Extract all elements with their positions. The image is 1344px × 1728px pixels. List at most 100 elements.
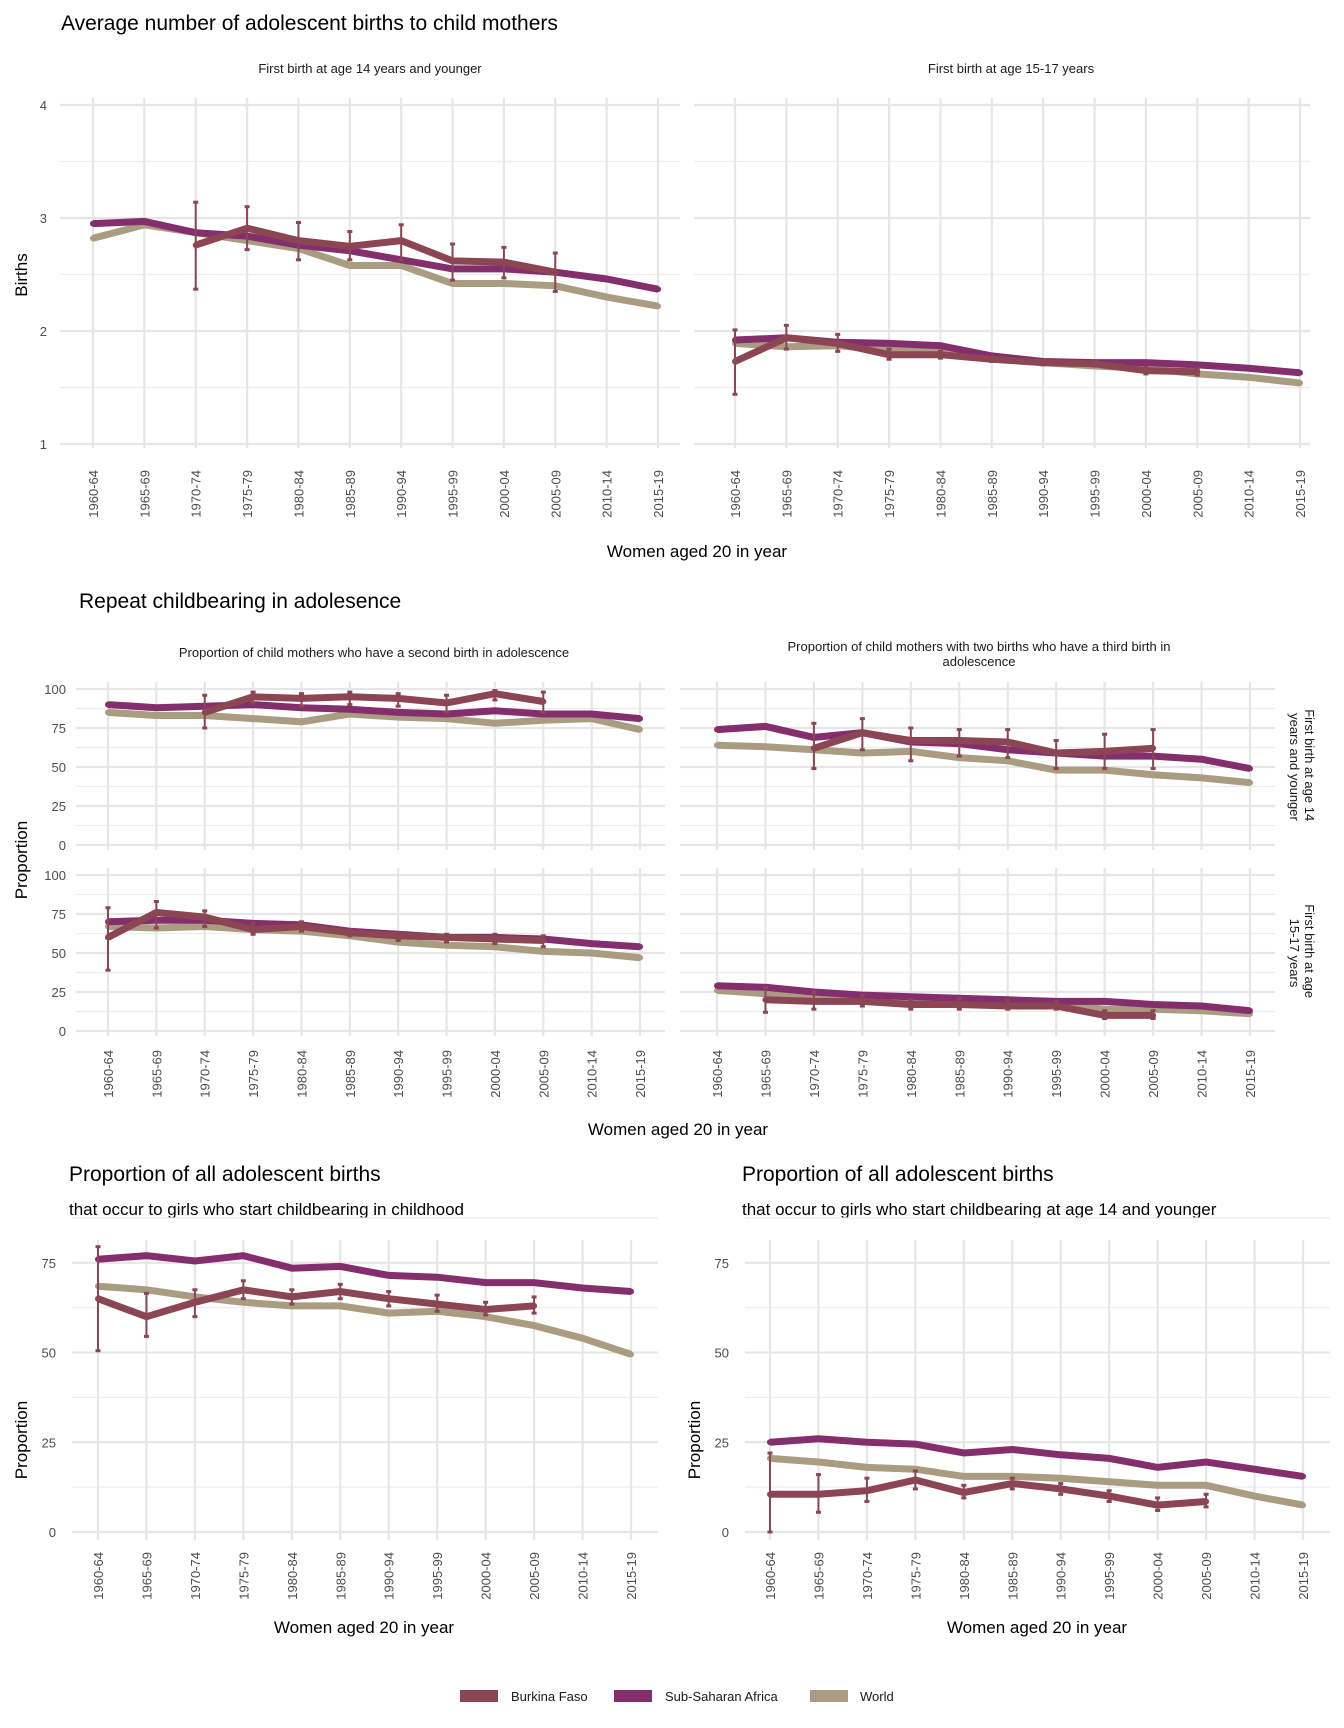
data-point [1297, 379, 1303, 386]
data-point [105, 701, 111, 708]
data-point [1198, 774, 1205, 781]
series-burkina-faso [201, 689, 547, 730]
data-point [244, 225, 251, 232]
x-tick-label: 1995-99 [446, 470, 461, 518]
data-point [937, 342, 944, 349]
panel-second-14: Proportion of child mothers who have a s… [44, 645, 665, 853]
series-burkina-faso [762, 985, 1157, 1021]
data-point [1142, 367, 1149, 374]
data-point [1106, 1455, 1113, 1462]
data-point [859, 998, 866, 1005]
data-point [637, 943, 643, 950]
x-tick-label: 1970-74 [831, 470, 846, 518]
prop-14-ylabel: Proportion [685, 1401, 704, 1479]
x-tick-label: 2005-09 [536, 1050, 551, 1098]
series-sub-saharan-africa [95, 1252, 634, 1295]
series-sub-saharan-africa [90, 217, 661, 293]
x-tick-label: 2010-14 [600, 470, 615, 518]
row-strip-14-line1: First birth at age 14 [1302, 709, 1317, 821]
data-point [500, 280, 507, 287]
series-world [90, 221, 661, 310]
data-point [385, 1272, 392, 1279]
data-point [250, 715, 257, 722]
legend-label-world: World [860, 1689, 894, 1704]
y-tick-label: 4 [40, 98, 47, 113]
data-point [815, 1459, 822, 1466]
data-point [637, 954, 643, 961]
x-tick-label: 2010-14 [585, 1050, 600, 1098]
x-tick-label: 1980-84 [904, 1050, 919, 1098]
data-point [1198, 756, 1205, 763]
y-tick-label: 25 [52, 799, 66, 814]
data-point [1106, 1478, 1113, 1485]
data-point [907, 993, 914, 1000]
data-point [1198, 1003, 1205, 1010]
legend-key-sub-saharan-africa [614, 1690, 652, 1702]
strip-title: First birth at age 15-17 years [928, 61, 1095, 76]
data-point [1091, 360, 1098, 367]
y-tick-label: 75 [52, 721, 66, 736]
y-tick-label: 25 [42, 1435, 56, 1450]
data-point [346, 693, 353, 700]
data-point [859, 749, 866, 756]
x-tick-label: 2015-19 [633, 1050, 648, 1098]
data-point [531, 1279, 538, 1286]
data-point [105, 934, 111, 941]
data-point [346, 929, 353, 936]
data-point [153, 704, 160, 711]
repeat-title: Repeat childbearing in adolesence [79, 590, 401, 613]
x-tick-label: 1975-79 [240, 470, 255, 518]
strip-title-line: adolescence [943, 654, 1016, 669]
series-line-burkina-faso [194, 224, 556, 276]
panel-births-14: First birth at age 14 years and younger 1… [40, 61, 680, 518]
data-point [579, 1335, 586, 1342]
y-tick-label: 3 [40, 211, 47, 226]
data-point [1053, 749, 1060, 756]
data-point [540, 937, 547, 944]
prop-childhood-subtitle: that occur to girls who start childbeari… [69, 1200, 464, 1219]
data-point [1154, 1464, 1161, 1471]
data-point [531, 1322, 538, 1329]
data-point [385, 1295, 392, 1302]
x-tick-label: 2010-14 [1195, 1050, 1210, 1098]
data-point [1154, 1482, 1161, 1489]
x-tick-label: 1995-99 [1102, 1552, 1117, 1600]
x-tick-label: 1985-89 [333, 1552, 348, 1600]
x-tick-label: 2000-04 [488, 1050, 503, 1098]
data-point [655, 286, 661, 293]
x-tick-label: 1970-74 [188, 1552, 203, 1600]
legend-key-world [810, 1690, 848, 1702]
series-line-burkina-faso [203, 690, 544, 716]
data-point [1106, 1493, 1113, 1500]
data-point [1247, 1007, 1253, 1014]
data-point [767, 1491, 773, 1498]
series-burkina-faso [732, 323, 1201, 396]
series-line-sub-saharan-africa [107, 701, 641, 723]
x-tick-label: 1995-99 [1088, 470, 1103, 518]
legend-label-burkina-faso: Burkina Faso [511, 1689, 588, 1704]
data-point [395, 932, 402, 939]
data-point [1101, 1012, 1108, 1019]
series-line-burkina-faso [770, 1476, 1207, 1509]
x-tick-label: 2005-09 [1199, 1552, 1214, 1600]
data-point [588, 950, 595, 956]
data-point [1057, 1485, 1064, 1492]
data-point [1101, 748, 1108, 755]
y-tick-label: 2 [40, 324, 47, 339]
data-point [298, 923, 305, 930]
series-sub-saharan-africa [767, 1435, 1306, 1480]
data-point [1009, 1446, 1016, 1453]
x-tick-label: 2000-04 [1098, 1050, 1113, 1098]
data-point [191, 1258, 198, 1265]
series-line-world [107, 708, 641, 734]
data-point [1194, 368, 1201, 375]
panel-prop-childhood: 0 25 50 75 1960-64 1965-69 1970-74 1975-79 1980-… [42, 1217, 658, 1600]
data-point [1247, 765, 1253, 772]
data-point [395, 709, 402, 716]
data-point [1203, 1459, 1210, 1466]
data-point [762, 996, 769, 1003]
row-strip-15-17: First birth at age 15-17 years [1287, 904, 1317, 1002]
data-point [628, 1351, 634, 1358]
x-tick-label: 1990-94 [391, 1050, 406, 1098]
strip-title: First birth at age 14 years and younger [258, 61, 482, 76]
